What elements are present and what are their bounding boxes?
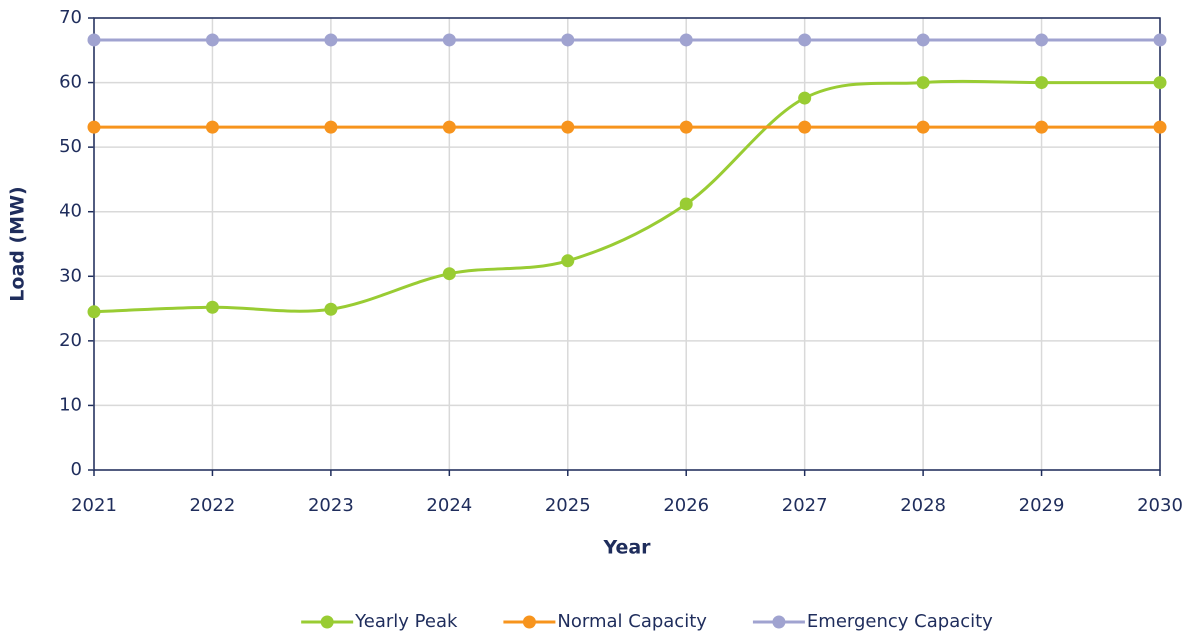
data-point [679,197,693,211]
legend-label: Yearly Peak [354,611,458,632]
data-point [1035,76,1049,90]
data-point [87,120,101,134]
y-tick-label: 20 [59,330,82,351]
data-point [1153,76,1167,90]
data-point [205,300,219,314]
data-point [679,33,693,47]
x-tick-label: 2023 [308,495,354,516]
y-tick-label: 40 [59,201,82,222]
data-point [205,33,219,47]
data-point [1153,120,1167,134]
legend-marker [522,615,536,629]
x-tick-label: 2021 [71,495,117,516]
x-axis-title: Year [602,537,651,559]
x-tick-label: 2026 [663,495,709,516]
x-tick-label: 2028 [900,495,946,516]
y-tick-label: 50 [59,136,82,157]
x-tick-label: 2027 [782,495,828,516]
data-point [442,267,456,281]
data-point [87,305,101,319]
data-point [916,76,930,90]
data-point [442,120,456,134]
data-point [324,302,338,316]
data-point [1035,120,1049,134]
x-tick-label: 2024 [426,495,472,516]
y-tick-label: 10 [59,394,82,415]
data-point [1035,33,1049,47]
data-point [324,33,338,47]
legend-item: Yearly Peak [301,611,458,632]
series-line [93,79,1160,314]
y-tick-label: 60 [59,72,82,93]
data-point [679,120,693,134]
data-point [798,33,812,47]
data-point [798,91,812,105]
y-tick-label: 0 [71,459,82,480]
data-point [442,33,456,47]
data-point [561,33,575,47]
data-point [916,120,930,134]
legend-marker [320,615,334,629]
y-axis-title: Load (MW) [7,186,29,301]
data-point [87,33,101,47]
data-point [1153,33,1167,47]
data-point [324,120,338,134]
data-point [916,33,930,47]
legend-item: Emergency Capacity [752,611,993,632]
legend-marker [772,615,786,629]
plot-frame [93,17,1161,471]
x-tick-label: 2022 [190,495,236,516]
x-tick-label: 2025 [545,495,591,516]
legend-label: Emergency Capacity [807,611,993,632]
data-point [205,120,219,134]
x-tick-label: 2029 [1019,495,1065,516]
legend: Yearly Peak Normal Capacity Emergency Capa… [301,611,993,632]
data-point [561,120,575,134]
legend-item: Normal Capacity [503,611,707,632]
data-point [561,254,575,268]
y-tick-label: 30 [59,265,82,286]
x-tick-label: 2030 [1137,495,1183,516]
y-tick-label: 70 [59,7,82,28]
legend-label: Normal Capacity [557,611,707,632]
data-point [798,120,812,134]
